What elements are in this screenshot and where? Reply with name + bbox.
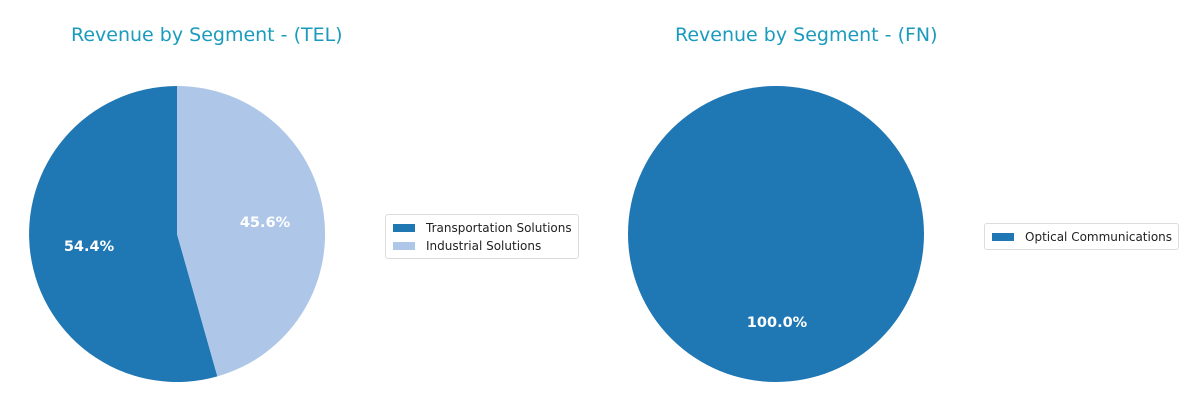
legend-fn: Optical Communications <box>984 223 1180 250</box>
slice-label-optical: 100.0% <box>747 315 808 331</box>
legend-item-industrial: Industrial Solutions <box>391 237 572 255</box>
slice-label-industrial: 45.6% <box>240 215 291 231</box>
slice-label-transportation: 54.4% <box>64 239 115 255</box>
legend-label: Transportation Solutions <box>426 221 572 235</box>
pie-slice-transportation-solutions <box>29 86 218 383</box>
legend-swatch-icon <box>992 233 1014 241</box>
chart-title-tel: Revenue by Segment - (TEL) <box>71 24 343 46</box>
chart-title-fn: Revenue by Segment - (FN) <box>675 24 938 46</box>
pie-slice-optical-communications <box>628 86 924 382</box>
pie-slice-industrial-solutions <box>177 85 326 377</box>
legend-swatch-icon <box>393 242 415 250</box>
legend-item-transportation: Transportation Solutions <box>391 219 572 237</box>
legend-swatch-icon <box>393 224 415 232</box>
legend-item-optical: Optical Communications <box>990 228 1172 246</box>
legend-label: Industrial Solutions <box>426 239 542 253</box>
legend-tel: Transportation Solutions Industrial Solu… <box>385 214 579 259</box>
legend-label: Optical Communications <box>1025 230 1173 244</box>
